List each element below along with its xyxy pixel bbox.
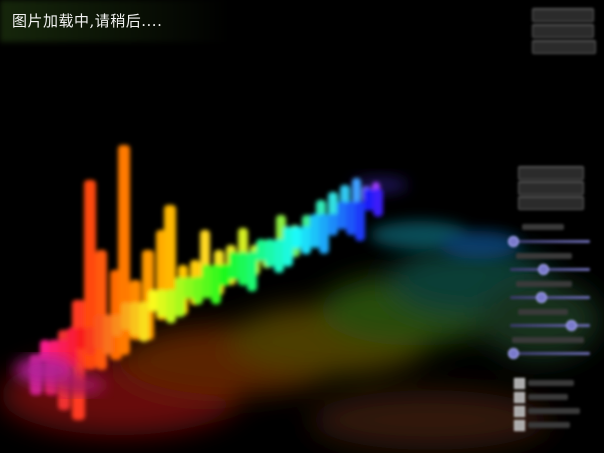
- loading-message: 图片加载中,请稍后....: [12, 12, 163, 30]
- slider-3-label: [516, 281, 572, 287]
- spectrum-bar-small: [283, 226, 293, 267]
- spectrum-bar-small: [310, 214, 320, 248]
- spectrum-bar-small: [148, 289, 158, 312]
- spectrum-bar-small: [346, 201, 356, 236]
- spectrum-bar-small: [193, 276, 203, 305]
- slider-2[interactable]: [510, 268, 590, 271]
- slider-5-knob[interactable]: [508, 348, 519, 359]
- slider-4-label: [518, 309, 568, 315]
- top-button-2[interactable]: [532, 24, 594, 38]
- spectrum-bar-small: [364, 188, 374, 211]
- mode-button-1[interactable]: [518, 166, 584, 180]
- slider-3[interactable]: [510, 296, 590, 299]
- spectrum-bar-small: [94, 314, 104, 349]
- checkbox-2-label: [528, 394, 568, 400]
- top-button-1[interactable]: [532, 8, 594, 22]
- spectrum-bar: [352, 178, 361, 204]
- spectrum-bar-small: [274, 238, 284, 273]
- spectrum-bar-small: [238, 251, 248, 286]
- slider-2-knob[interactable]: [538, 264, 549, 275]
- top-button-3[interactable]: [532, 40, 596, 54]
- spectrum-bar-small: [301, 226, 311, 255]
- slider-4[interactable]: [510, 324, 590, 327]
- spectrum-bar-small: [211, 264, 221, 305]
- checkbox-1-label: [528, 380, 574, 386]
- spectrum-bar-small: [166, 289, 176, 324]
- top-left-banner: [0, 0, 230, 42]
- spectrum-bar-small: [112, 314, 122, 337]
- spectrum-bar-small: [292, 226, 302, 249]
- spectrum-bar-small: [337, 201, 347, 230]
- checkbox-1[interactable]: [514, 378, 525, 389]
- spectrum-bar-small: [247, 251, 257, 292]
- background-haze: [352, 177, 520, 259]
- slider-1-label: [522, 224, 564, 230]
- spectrum-bar: [84, 180, 96, 370]
- spectrum-bar-small: [67, 327, 77, 368]
- spectrum-bar-small: [265, 239, 275, 267]
- mode-button-2[interactable]: [518, 181, 584, 195]
- spectrum-bar-small: [184, 276, 194, 299]
- slider-5-label: [512, 337, 584, 343]
- mode-button-3[interactable]: [518, 196, 584, 210]
- spectrum-bar-small: [373, 188, 383, 217]
- base-glow: [15, 356, 105, 395]
- slider-3-knob[interactable]: [536, 292, 547, 303]
- spectrum-bar-small: [319, 213, 329, 254]
- spectrum-bar-small: [220, 264, 230, 286]
- spectrum-bar-small: [202, 264, 212, 299]
- spectrum-bar-small: [328, 213, 338, 236]
- spectrum-bar-small: [355, 201, 365, 241]
- slider-1-knob[interactable]: [508, 236, 519, 247]
- spectrum-bar-small: [256, 239, 266, 262]
- spectrum-bar-small: [103, 314, 113, 355]
- spectrum-bar-small: [157, 289, 167, 318]
- spectrum-bar-small: [85, 327, 95, 355]
- slider-5[interactable]: [510, 352, 590, 355]
- spectrum-bar: [164, 205, 176, 315]
- slider-1[interactable]: [510, 240, 590, 243]
- spectrum-bar-small: [229, 251, 239, 280]
- checkbox-3[interactable]: [514, 406, 525, 417]
- spectrum-bar-small: [175, 277, 185, 317]
- checkbox-2[interactable]: [514, 392, 525, 403]
- spectrum-bar-small: [130, 302, 140, 336]
- spectrum-bar-small: [121, 302, 131, 331]
- checkbox-4-label: [528, 422, 570, 428]
- checkbox-3-label: [528, 408, 580, 414]
- spectrum-bar-small: [76, 327, 86, 350]
- slider-2-label: [516, 253, 572, 259]
- spectrum-bar-small: [139, 301, 149, 342]
- slider-4-knob[interactable]: [566, 320, 577, 331]
- checkbox-4[interactable]: [514, 420, 525, 431]
